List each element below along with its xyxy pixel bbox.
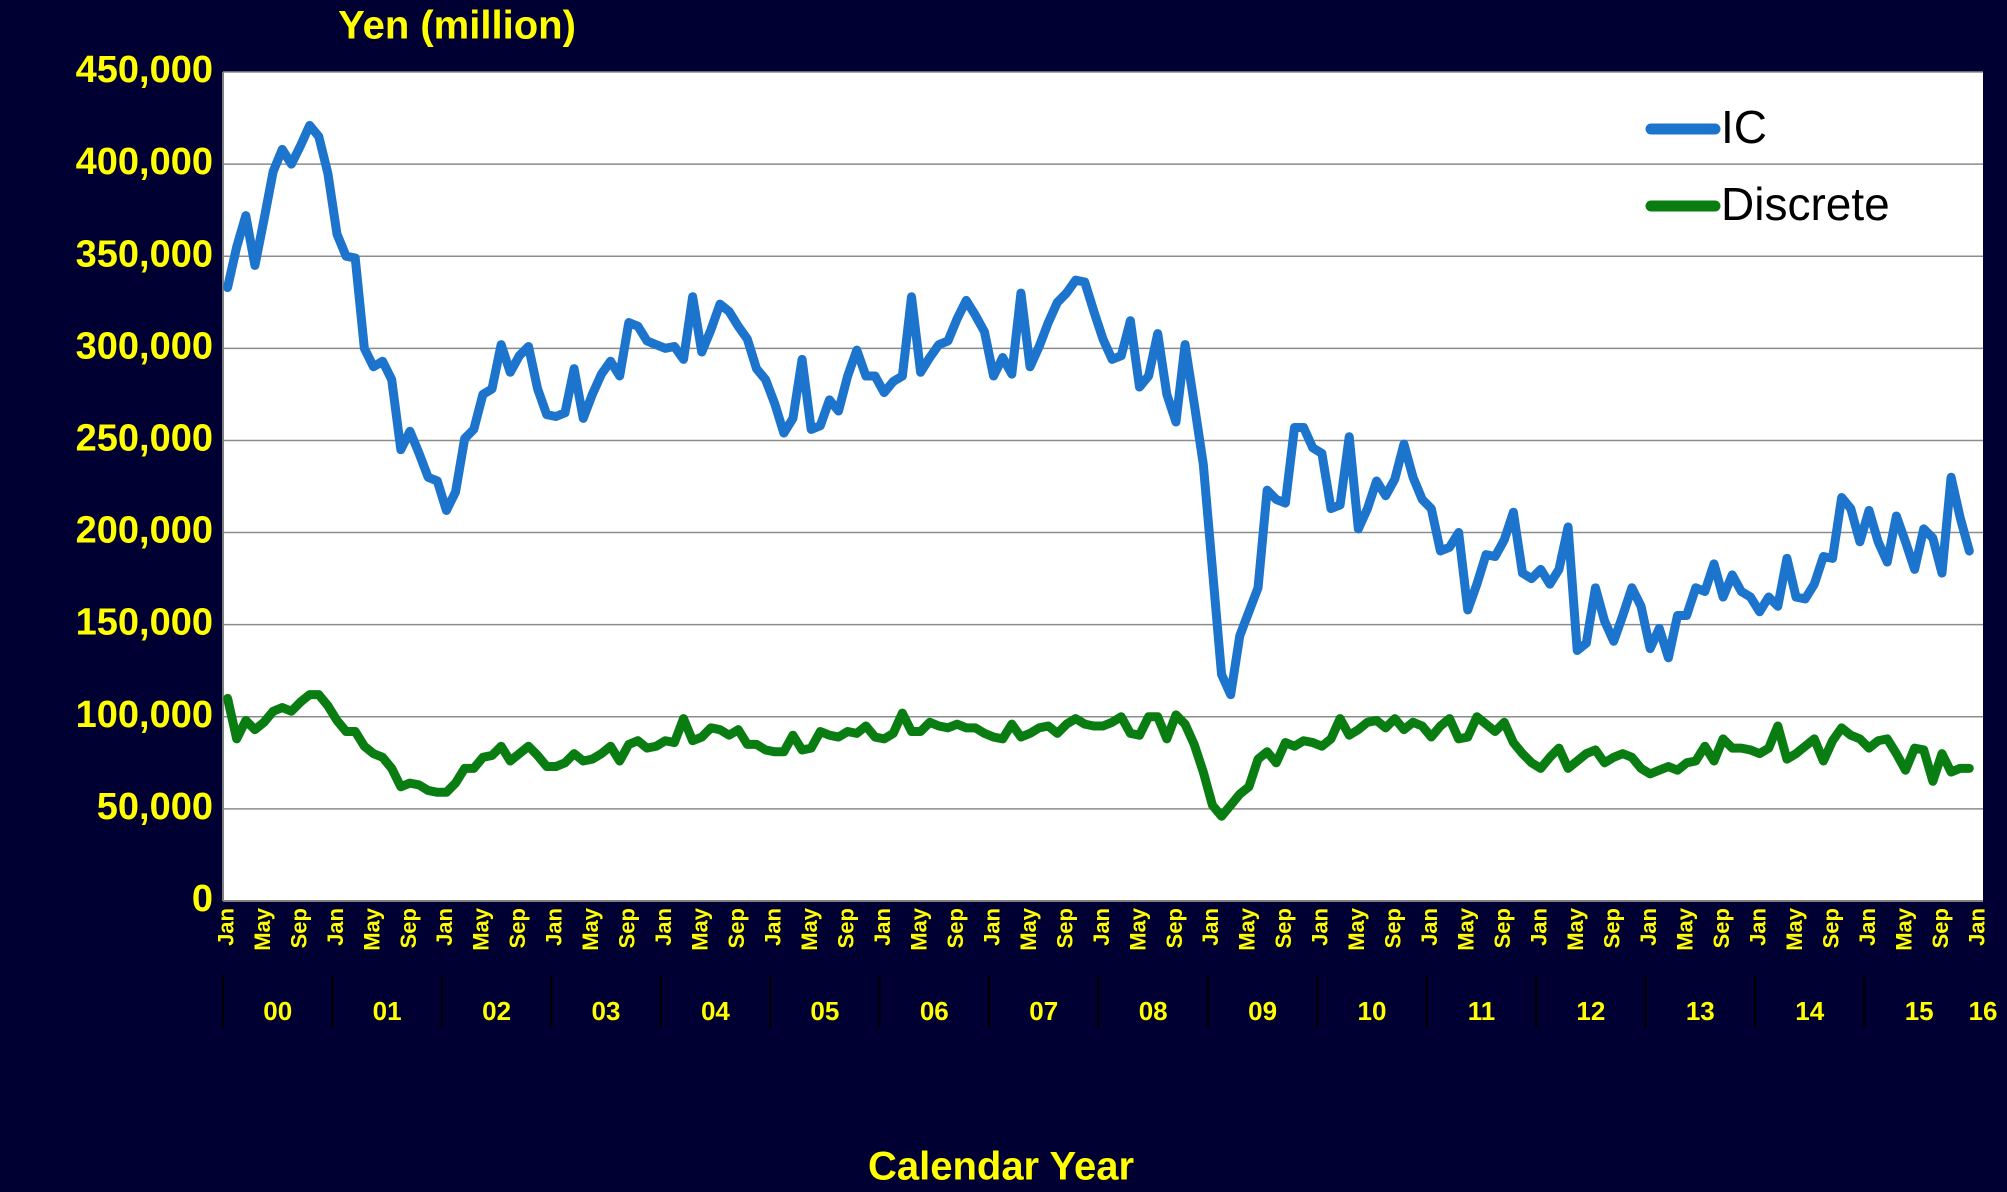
x-tick-label: May xyxy=(1016,907,1041,951)
x-tick-label: May xyxy=(1454,907,1479,951)
year-label: 01 xyxy=(373,996,402,1026)
year-label: 14 xyxy=(1795,996,1824,1026)
x-tick-label: Jan xyxy=(1198,908,1223,946)
year-label: 00 xyxy=(263,996,292,1026)
x-tick-label: Sep xyxy=(1599,908,1624,948)
x-tick-label: Jan xyxy=(213,908,238,946)
y-tick-label: 150,000 xyxy=(76,602,213,644)
x-axis-label: Calendar Year xyxy=(868,1145,1134,1189)
x-tick-label: Sep xyxy=(1162,908,1187,948)
year-label: 08 xyxy=(1139,996,1168,1026)
year-label: 06 xyxy=(920,996,949,1026)
x-tick-label: May xyxy=(1235,907,1260,951)
x-tick-label: May xyxy=(578,907,603,951)
y-tick-label: 200,000 xyxy=(76,510,213,552)
year-label: 16 xyxy=(1969,996,1998,1026)
year-label: 12 xyxy=(1576,996,1605,1026)
x-tick-label: May xyxy=(359,907,384,951)
year-label: 13 xyxy=(1686,996,1715,1026)
x-tick-label: May xyxy=(1782,907,1807,951)
x-tick-label: Jan xyxy=(761,908,786,946)
x-tick-label: Sep xyxy=(1052,908,1077,948)
x-tick-label: Sep xyxy=(396,908,421,948)
y-tick-label: 400,000 xyxy=(76,141,213,183)
y-tick-label: 250,000 xyxy=(76,417,213,459)
y-tick-label: 450,000 xyxy=(76,49,213,91)
x-tick-label: May xyxy=(1891,907,1916,951)
x-tick-label: May xyxy=(797,907,822,951)
x-tick-label: Jan xyxy=(1636,908,1661,946)
x-tick-label: May xyxy=(688,907,713,951)
year-label: 09 xyxy=(1248,996,1277,1026)
x-tick-label: Sep xyxy=(1490,908,1515,948)
x-tick-label: May xyxy=(250,907,275,951)
x-tick-label: Jan xyxy=(432,908,457,946)
x-tick-label: Jan xyxy=(1417,908,1442,946)
y-tick-label: 300,000 xyxy=(76,325,213,367)
series-line xyxy=(223,690,1974,821)
x-tick-label: Jan xyxy=(542,908,567,946)
x-tick-label: May xyxy=(1344,907,1369,951)
x-tick-label: Jan xyxy=(870,908,895,946)
x-tick-label: Sep xyxy=(1709,908,1734,948)
legend-label: Discrete xyxy=(1721,178,1890,230)
plot-area xyxy=(223,72,1983,901)
y-tick-label: 50,000 xyxy=(97,786,213,828)
chart-title: Yen (million) xyxy=(338,4,576,48)
x-tick-label: Sep xyxy=(615,908,640,948)
year-label: 10 xyxy=(1358,996,1387,1026)
x-tick-label: Jan xyxy=(1745,908,1770,946)
x-tick-label: Sep xyxy=(505,908,530,948)
series-line xyxy=(223,120,1974,700)
x-tick-label: Sep xyxy=(833,908,858,948)
year-label: 11 xyxy=(1468,996,1496,1026)
x-tick-label: Jan xyxy=(323,908,348,946)
x-tick-label: Sep xyxy=(943,908,968,948)
x-tick-label: Jan xyxy=(1308,908,1333,946)
x-tick-label: Sep xyxy=(1928,908,1953,948)
year-label: 15 xyxy=(1905,996,1934,1026)
year-label: 03 xyxy=(592,996,621,1026)
x-tick-label: Sep xyxy=(1818,908,1843,948)
x-tick-label: Sep xyxy=(724,908,749,948)
x-tick-label: May xyxy=(1672,907,1697,951)
x-tick-label: Jan xyxy=(651,908,676,946)
x-tick-label: Jan xyxy=(1855,908,1880,946)
y-tick-label: 100,000 xyxy=(76,694,213,736)
x-tick-label: May xyxy=(469,907,494,951)
y-tick-label: 350,000 xyxy=(76,233,213,275)
x-tick-label: Sep xyxy=(1271,908,1296,948)
year-label: 02 xyxy=(482,996,511,1026)
x-tick-label: Jan xyxy=(979,908,1004,946)
x-tick-label: Sep xyxy=(286,908,311,948)
x-tick-label: Sep xyxy=(1381,908,1406,948)
year-label: 04 xyxy=(701,996,730,1026)
year-label: 05 xyxy=(810,996,839,1026)
year-label: 07 xyxy=(1029,996,1058,1026)
x-tick-label: Jan xyxy=(1964,908,1989,946)
x-tick-label: May xyxy=(1563,907,1588,951)
x-tick-label: Jan xyxy=(1089,908,1114,946)
x-tick-label: May xyxy=(906,907,931,951)
y-tick-label: 0 xyxy=(192,878,213,920)
legend-label: IC xyxy=(1721,101,1767,153)
x-tick-label: Jan xyxy=(1527,908,1552,946)
x-tick-label: May xyxy=(1125,907,1150,951)
